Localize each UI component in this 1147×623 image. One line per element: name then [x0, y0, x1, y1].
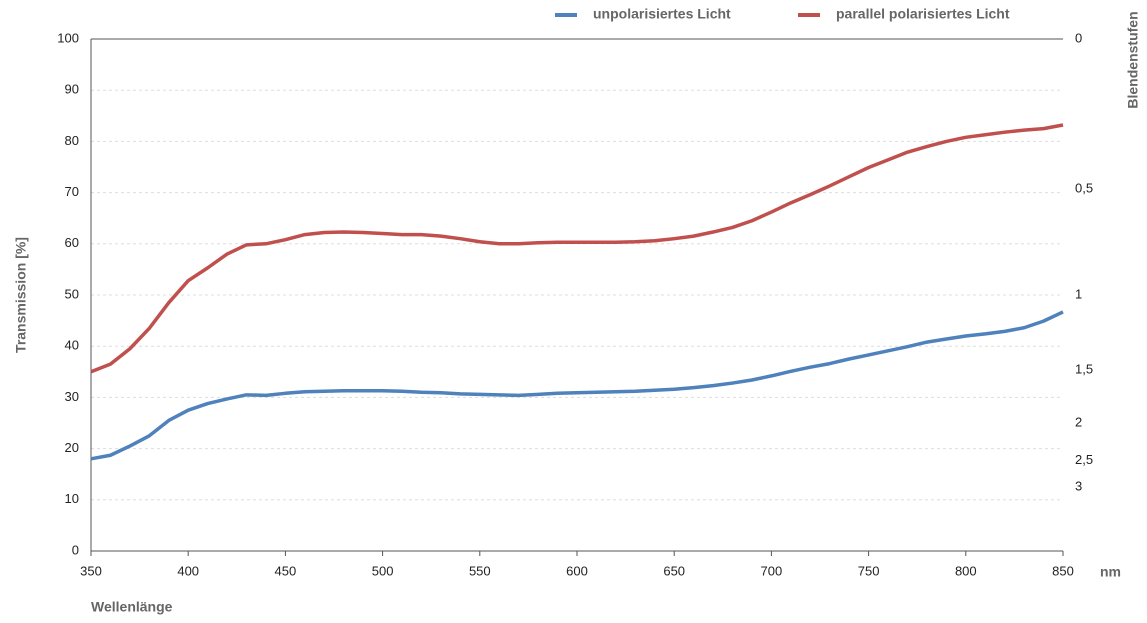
- y-tick-label: 60: [65, 235, 79, 250]
- y-axis-title: Transmission [%]: [13, 237, 29, 353]
- y2-tick-label: 0,5: [1075, 180, 1093, 195]
- y2-tick-label: 2: [1075, 414, 1082, 429]
- y2-tick-label: 1: [1075, 286, 1082, 301]
- series-line: [90, 310, 1064, 461]
- x-tick-label: 600: [566, 563, 588, 578]
- y2-axis-title: Blendenstufen: [1125, 11, 1141, 108]
- series-line: [90, 123, 1064, 374]
- y-tick-label: 90: [65, 82, 79, 97]
- x-tick-label: 650: [663, 563, 685, 578]
- y-tick-label: 20: [65, 440, 79, 455]
- x-tick-label: 750: [858, 563, 880, 578]
- x-tick-label: 700: [761, 563, 783, 578]
- x-axis-title: Wellenlänge: [91, 599, 173, 615]
- x-tick-label: 450: [275, 563, 297, 578]
- y-tick-label: 30: [65, 389, 79, 404]
- y-tick-label: 80: [65, 133, 79, 148]
- y2-tick-label: 2,5: [1075, 452, 1093, 467]
- y-tick-label: 10: [65, 491, 79, 506]
- y2-tick-label: 1,5: [1075, 361, 1093, 376]
- y-tick-label: 40: [65, 338, 79, 353]
- x-tick-label: 550: [469, 563, 491, 578]
- legend-label: parallel polarisiertes Licht: [836, 6, 1010, 22]
- y-tick-label: 0: [72, 542, 79, 557]
- x-tick-label: 850: [1052, 563, 1074, 578]
- x-unit: nm: [1100, 564, 1121, 580]
- x-tick-label: 350: [80, 563, 102, 578]
- x-tick-label: 400: [177, 563, 199, 578]
- y-tick-label: 70: [65, 184, 79, 199]
- y-tick-label: 100: [57, 30, 79, 45]
- y2-tick-label: 0: [1075, 30, 1082, 45]
- legend-label: unpolarisiertes Licht: [593, 6, 731, 22]
- y-tick-label: 50: [65, 286, 79, 301]
- x-tick-label: 800: [955, 563, 977, 578]
- x-tick-label: 500: [372, 563, 394, 578]
- y2-tick-label: 3: [1075, 478, 1082, 493]
